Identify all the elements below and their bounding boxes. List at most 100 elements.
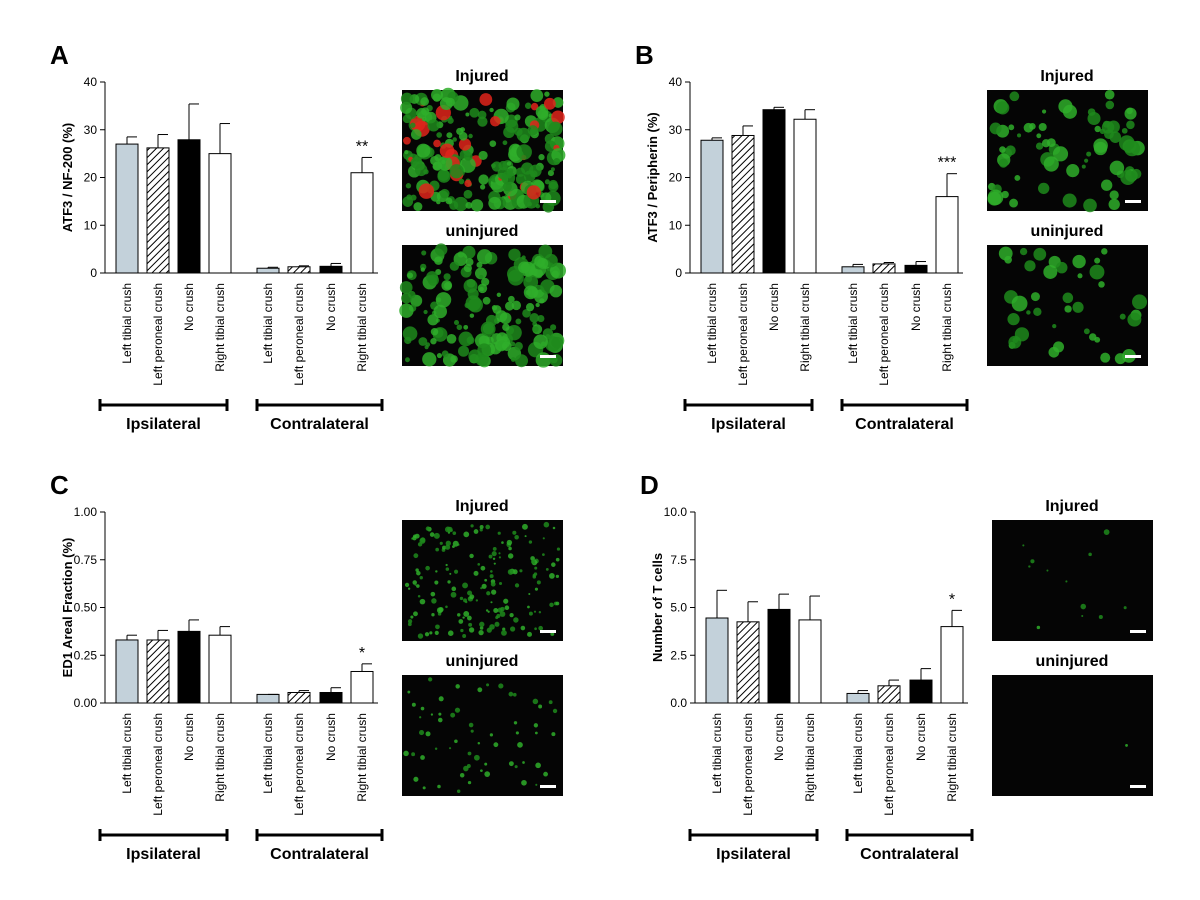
cell bbox=[510, 357, 516, 362]
cell bbox=[1108, 198, 1120, 211]
cell bbox=[512, 692, 517, 697]
cell bbox=[484, 762, 488, 766]
cell bbox=[433, 304, 447, 319]
cell bbox=[507, 269, 524, 286]
cell bbox=[423, 309, 428, 315]
cell bbox=[1041, 139, 1051, 148]
cell bbox=[452, 137, 457, 142]
cell bbox=[502, 182, 512, 192]
cell bbox=[503, 126, 515, 139]
cell bbox=[498, 556, 501, 559]
cell bbox=[1022, 544, 1025, 547]
x-tick-label: Right tibial crush bbox=[803, 713, 817, 802]
y-tick-label: 7.5 bbox=[670, 553, 687, 567]
scale-bar bbox=[540, 630, 556, 633]
cell bbox=[473, 570, 479, 576]
cell bbox=[999, 146, 1006, 153]
cell bbox=[534, 627, 537, 631]
x-tick-label: Left peroneal crush bbox=[151, 713, 165, 816]
panel-label: B bbox=[635, 40, 654, 70]
cell bbox=[513, 617, 519, 623]
cell bbox=[522, 523, 528, 530]
cell bbox=[551, 270, 559, 278]
cell bbox=[436, 132, 443, 138]
group-label: Contralateral bbox=[855, 416, 954, 433]
cell bbox=[435, 547, 439, 552]
cell bbox=[445, 540, 451, 546]
y-tick-label: 5.0 bbox=[670, 601, 687, 615]
cell bbox=[413, 611, 418, 617]
cell bbox=[425, 731, 431, 737]
cell bbox=[433, 139, 441, 148]
cell bbox=[533, 334, 548, 349]
cell bbox=[489, 140, 497, 147]
cell bbox=[470, 524, 474, 528]
x-tick-label: Right tibial crush bbox=[355, 713, 369, 802]
cell bbox=[516, 127, 531, 142]
cell bbox=[1041, 109, 1047, 114]
cell bbox=[399, 303, 414, 318]
cell bbox=[491, 551, 497, 557]
cell bbox=[506, 97, 520, 111]
cell bbox=[416, 143, 431, 158]
cell bbox=[405, 183, 412, 189]
cell bbox=[1121, 127, 1128, 134]
group-label: Ipsilateral bbox=[126, 416, 201, 433]
cell bbox=[547, 170, 554, 177]
cell bbox=[431, 613, 435, 617]
cell bbox=[430, 591, 436, 597]
cell bbox=[486, 591, 491, 596]
cell bbox=[515, 174, 527, 185]
cell bbox=[490, 570, 493, 573]
cell bbox=[1043, 156, 1059, 172]
cell bbox=[501, 343, 508, 349]
cell bbox=[416, 570, 421, 576]
cell bbox=[521, 255, 526, 260]
cell bbox=[439, 541, 443, 545]
cell bbox=[460, 157, 476, 173]
x-tick-label: Left tibial crush bbox=[261, 283, 275, 364]
group-label: Contralateral bbox=[860, 846, 959, 863]
cell bbox=[436, 607, 443, 614]
cell bbox=[421, 250, 427, 256]
bar bbox=[705, 617, 729, 704]
cell bbox=[1024, 260, 1036, 272]
y-tick-label: 0.25 bbox=[74, 648, 98, 662]
cell bbox=[452, 540, 459, 547]
cell bbox=[449, 572, 452, 575]
cell bbox=[467, 590, 473, 596]
cell bbox=[404, 336, 412, 345]
cell bbox=[467, 780, 472, 785]
cell bbox=[1088, 552, 1092, 557]
bar bbox=[177, 139, 201, 274]
cell bbox=[1081, 164, 1086, 169]
micrograph bbox=[992, 520, 1153, 641]
cell bbox=[551, 336, 563, 349]
cell bbox=[422, 786, 426, 790]
cell bbox=[544, 140, 557, 152]
cell bbox=[989, 122, 1002, 135]
cell bbox=[458, 619, 464, 624]
y-axis-label: ATF3 / Peripherin (%) bbox=[645, 112, 660, 243]
cell bbox=[407, 272, 414, 279]
cell bbox=[425, 342, 431, 347]
cell bbox=[519, 569, 523, 573]
cell bbox=[464, 600, 468, 604]
cell bbox=[1038, 182, 1050, 195]
cell bbox=[543, 97, 556, 110]
cell bbox=[458, 138, 472, 151]
cell bbox=[515, 167, 526, 177]
cell bbox=[477, 110, 487, 120]
cell bbox=[555, 574, 560, 578]
cell bbox=[535, 352, 552, 368]
cell bbox=[407, 622, 412, 627]
cell bbox=[538, 244, 553, 259]
cell bbox=[527, 125, 539, 136]
cell bbox=[1048, 346, 1060, 358]
cell bbox=[550, 167, 555, 172]
x-tick-label: Left tibial crush bbox=[710, 713, 724, 794]
cell bbox=[1062, 292, 1074, 304]
bar bbox=[256, 693, 280, 704]
y-tick-label: 30 bbox=[669, 123, 683, 137]
cell bbox=[408, 290, 416, 299]
